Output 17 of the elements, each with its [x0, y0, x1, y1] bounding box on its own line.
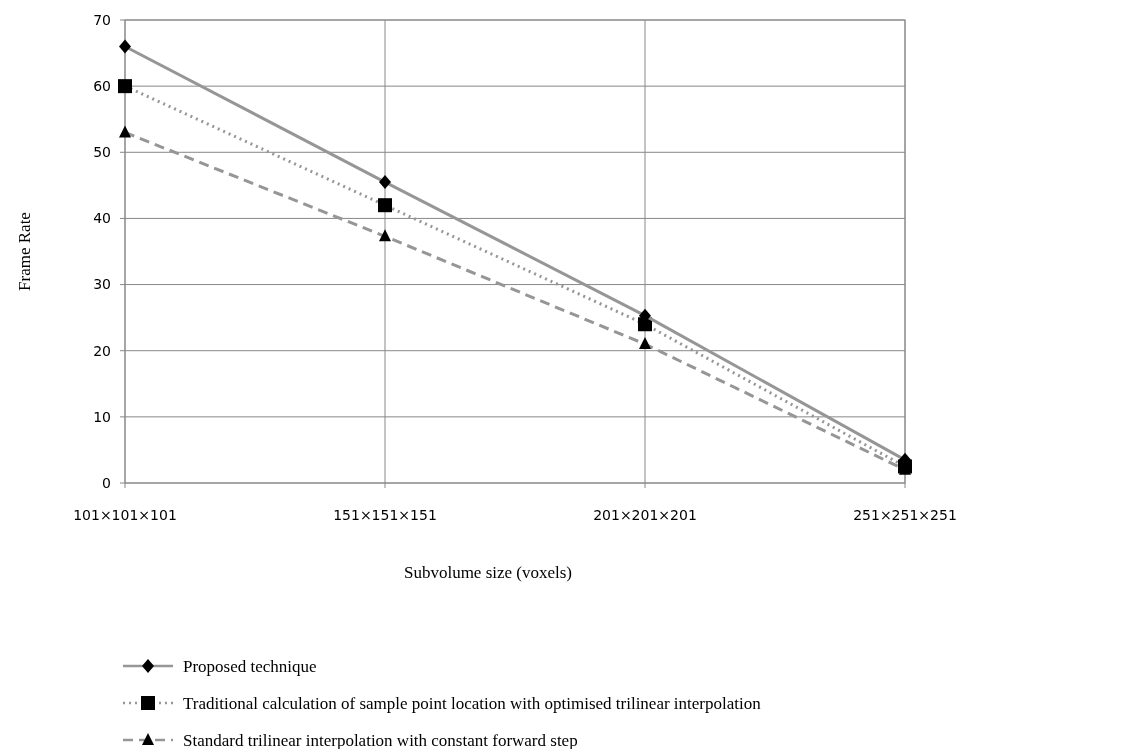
legend-label: Traditional calculation of sample point location with optimised trilinear interpolation	[183, 693, 762, 713]
y-tick-label: 20	[93, 342, 111, 359]
x-tick-label: 251×251×251	[853, 507, 957, 523]
y-tick-label: 60	[93, 78, 111, 95]
legend-label: Proposed technique	[183, 656, 317, 676]
x-tick-label: 151×151×151	[333, 507, 437, 523]
legend-label: Standard trilinear interpolation with constant forward step	[183, 730, 578, 749]
y-tick-label: 0	[102, 474, 111, 491]
y-tick-label: 70	[93, 11, 111, 28]
y-tick-label: 40	[93, 210, 111, 227]
y-axis-title: Frame Rate	[15, 212, 34, 291]
x-tick-label: 101×101×101	[73, 507, 177, 523]
y-tick-label: 30	[93, 276, 111, 293]
y-tick-label: 50	[93, 144, 111, 161]
x-tick-label: 201×201×201	[593, 507, 697, 523]
y-tick-label: 10	[93, 408, 111, 425]
x-axis-title: Subvolume size (voxels)	[403, 563, 573, 582]
